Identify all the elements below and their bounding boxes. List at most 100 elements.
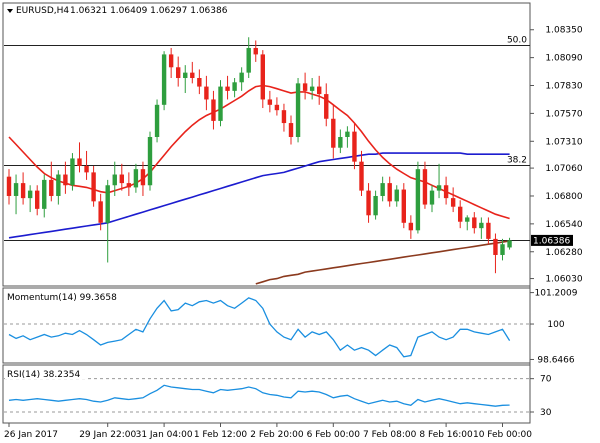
- candle-body: [154, 104, 160, 137]
- price-tick-label: 1.08090: [545, 54, 582, 64]
- current-price-label: 1.06386: [533, 236, 570, 246]
- price-tick-label: 1.06280: [545, 248, 582, 258]
- rsi-line: [8, 384, 510, 407]
- candle-body: [133, 169, 139, 188]
- momentum-line: [8, 297, 511, 358]
- candle-body: [204, 86, 209, 100]
- candle-body: [324, 94, 329, 119]
- candle-body: [84, 165, 89, 173]
- time-tick-label: 29 Jan 22:00: [79, 430, 136, 440]
- candle-body: [112, 174, 117, 186]
- candle-body: [126, 183, 132, 188]
- candle-body: [338, 136, 343, 148]
- time-tick-label: 10 Feb 00:00: [473, 430, 532, 440]
- candle-body: [436, 185, 442, 191]
- momentum-tick-label: 100: [547, 320, 564, 330]
- momentum-label: Momentum(14) 99.3658: [7, 293, 117, 303]
- candle-body: [302, 83, 308, 91]
- candle-body: [359, 161, 364, 191]
- candle-body: [197, 78, 202, 87]
- candle-body: [246, 47, 251, 73]
- triangle-down-icon[interactable]: [7, 9, 13, 13]
- candle-body: [91, 172, 96, 202]
- candle-body: [429, 190, 435, 205]
- rsi-label: RSI(14) 38.2354: [7, 370, 80, 380]
- candle-body: [345, 131, 350, 137]
- candle-body: [211, 99, 216, 121]
- candle-body: [366, 190, 371, 216]
- candle-body: [267, 99, 273, 105]
- candle-body: [225, 86, 230, 91]
- price-tick-label: 1.07060: [545, 164, 582, 174]
- candle-body: [373, 195, 378, 216]
- candle-body: [450, 198, 456, 207]
- symbol-label: EURUSD,H4: [16, 6, 69, 16]
- candle-body: [232, 82, 237, 91]
- candle-body: [500, 244, 505, 255]
- candle-body: [6, 176, 12, 196]
- candle-body: [288, 123, 294, 137]
- candle-body: [309, 86, 315, 91]
- candle-body: [317, 86, 322, 95]
- candle-body: [507, 240, 512, 248]
- candle-body: [105, 185, 110, 223]
- candle-body: [493, 238, 498, 255]
- candle-body: [98, 201, 103, 223]
- price-tick-label: 1.06800: [545, 192, 582, 202]
- candle-body: [49, 179, 54, 196]
- momentum-indicator: 101.2009 100 98.6466: [4, 289, 578, 365]
- candle-body: [486, 222, 491, 239]
- candle-body: [422, 169, 428, 205]
- price-tick-label: 1.07310: [545, 137, 582, 147]
- price-tick-label: 1.06030: [545, 275, 582, 285]
- candle-body: [176, 67, 181, 79]
- momentum-label-bg: [5, 291, 127, 302]
- time-tick-label: 2 Feb 20:00: [250, 430, 304, 440]
- candle-body: [380, 183, 385, 196]
- candle-body: [190, 72, 195, 79]
- candle-body: [331, 118, 336, 148]
- candle-body: [408, 222, 414, 231]
- time-tick-label: 1 Feb 12:00: [194, 430, 248, 440]
- price-tick-label: 1.07570: [545, 109, 582, 119]
- candle-body: [415, 169, 421, 231]
- candle-body: [13, 183, 19, 196]
- rsi-indicator: 70 30: [4, 375, 552, 418]
- price-levels: 50.0 38.2: [4, 36, 530, 241]
- price-tick-label: 1.07830: [545, 82, 582, 92]
- candle-body: [147, 136, 153, 186]
- rsi-tick-label: 70: [540, 375, 552, 385]
- rsi-tick-label: 30: [540, 408, 552, 418]
- price-tick-label: 1.06540: [545, 220, 582, 230]
- candle-body: [352, 131, 357, 162]
- price-tick-label: 1.08350: [545, 26, 582, 36]
- candle-body: [281, 110, 287, 124]
- time-tick-label: 8 Feb 16:00: [419, 430, 473, 440]
- candle-body: [394, 189, 399, 202]
- ma-mid-line: [8, 152, 510, 239]
- candle-body: [479, 222, 484, 229]
- rsi-label-bg: [5, 368, 85, 379]
- candle-body: [63, 174, 68, 186]
- level-label: 50.0: [507, 36, 527, 46]
- candle-body: [20, 183, 26, 199]
- candle-body: [458, 206, 463, 222]
- candle-body: [161, 54, 167, 105]
- time-tick-label: 26 Jan 2017: [4, 430, 58, 440]
- candle-body: [218, 86, 223, 121]
- candle-body: [42, 179, 47, 209]
- price-axis: 1.08350 1.08090 1.07830 1.07570 1.07310 1.070…: [530, 26, 583, 285]
- candle-body: [70, 158, 75, 186]
- level-label: 38.2: [507, 156, 527, 166]
- candle-body: [387, 183, 392, 202]
- candle-body: [401, 189, 406, 223]
- candle-body: [27, 190, 33, 199]
- candle-body: [168, 54, 174, 68]
- candle-body: [77, 158, 82, 166]
- ma-slow-line: [255, 240, 510, 285]
- candle-body: [274, 104, 280, 111]
- candle-body: [260, 54, 265, 100]
- time-axis: 26 Jan 2017 29 Jan 22:00 31 Jan 04:00 1 Feb…: [4, 423, 532, 440]
